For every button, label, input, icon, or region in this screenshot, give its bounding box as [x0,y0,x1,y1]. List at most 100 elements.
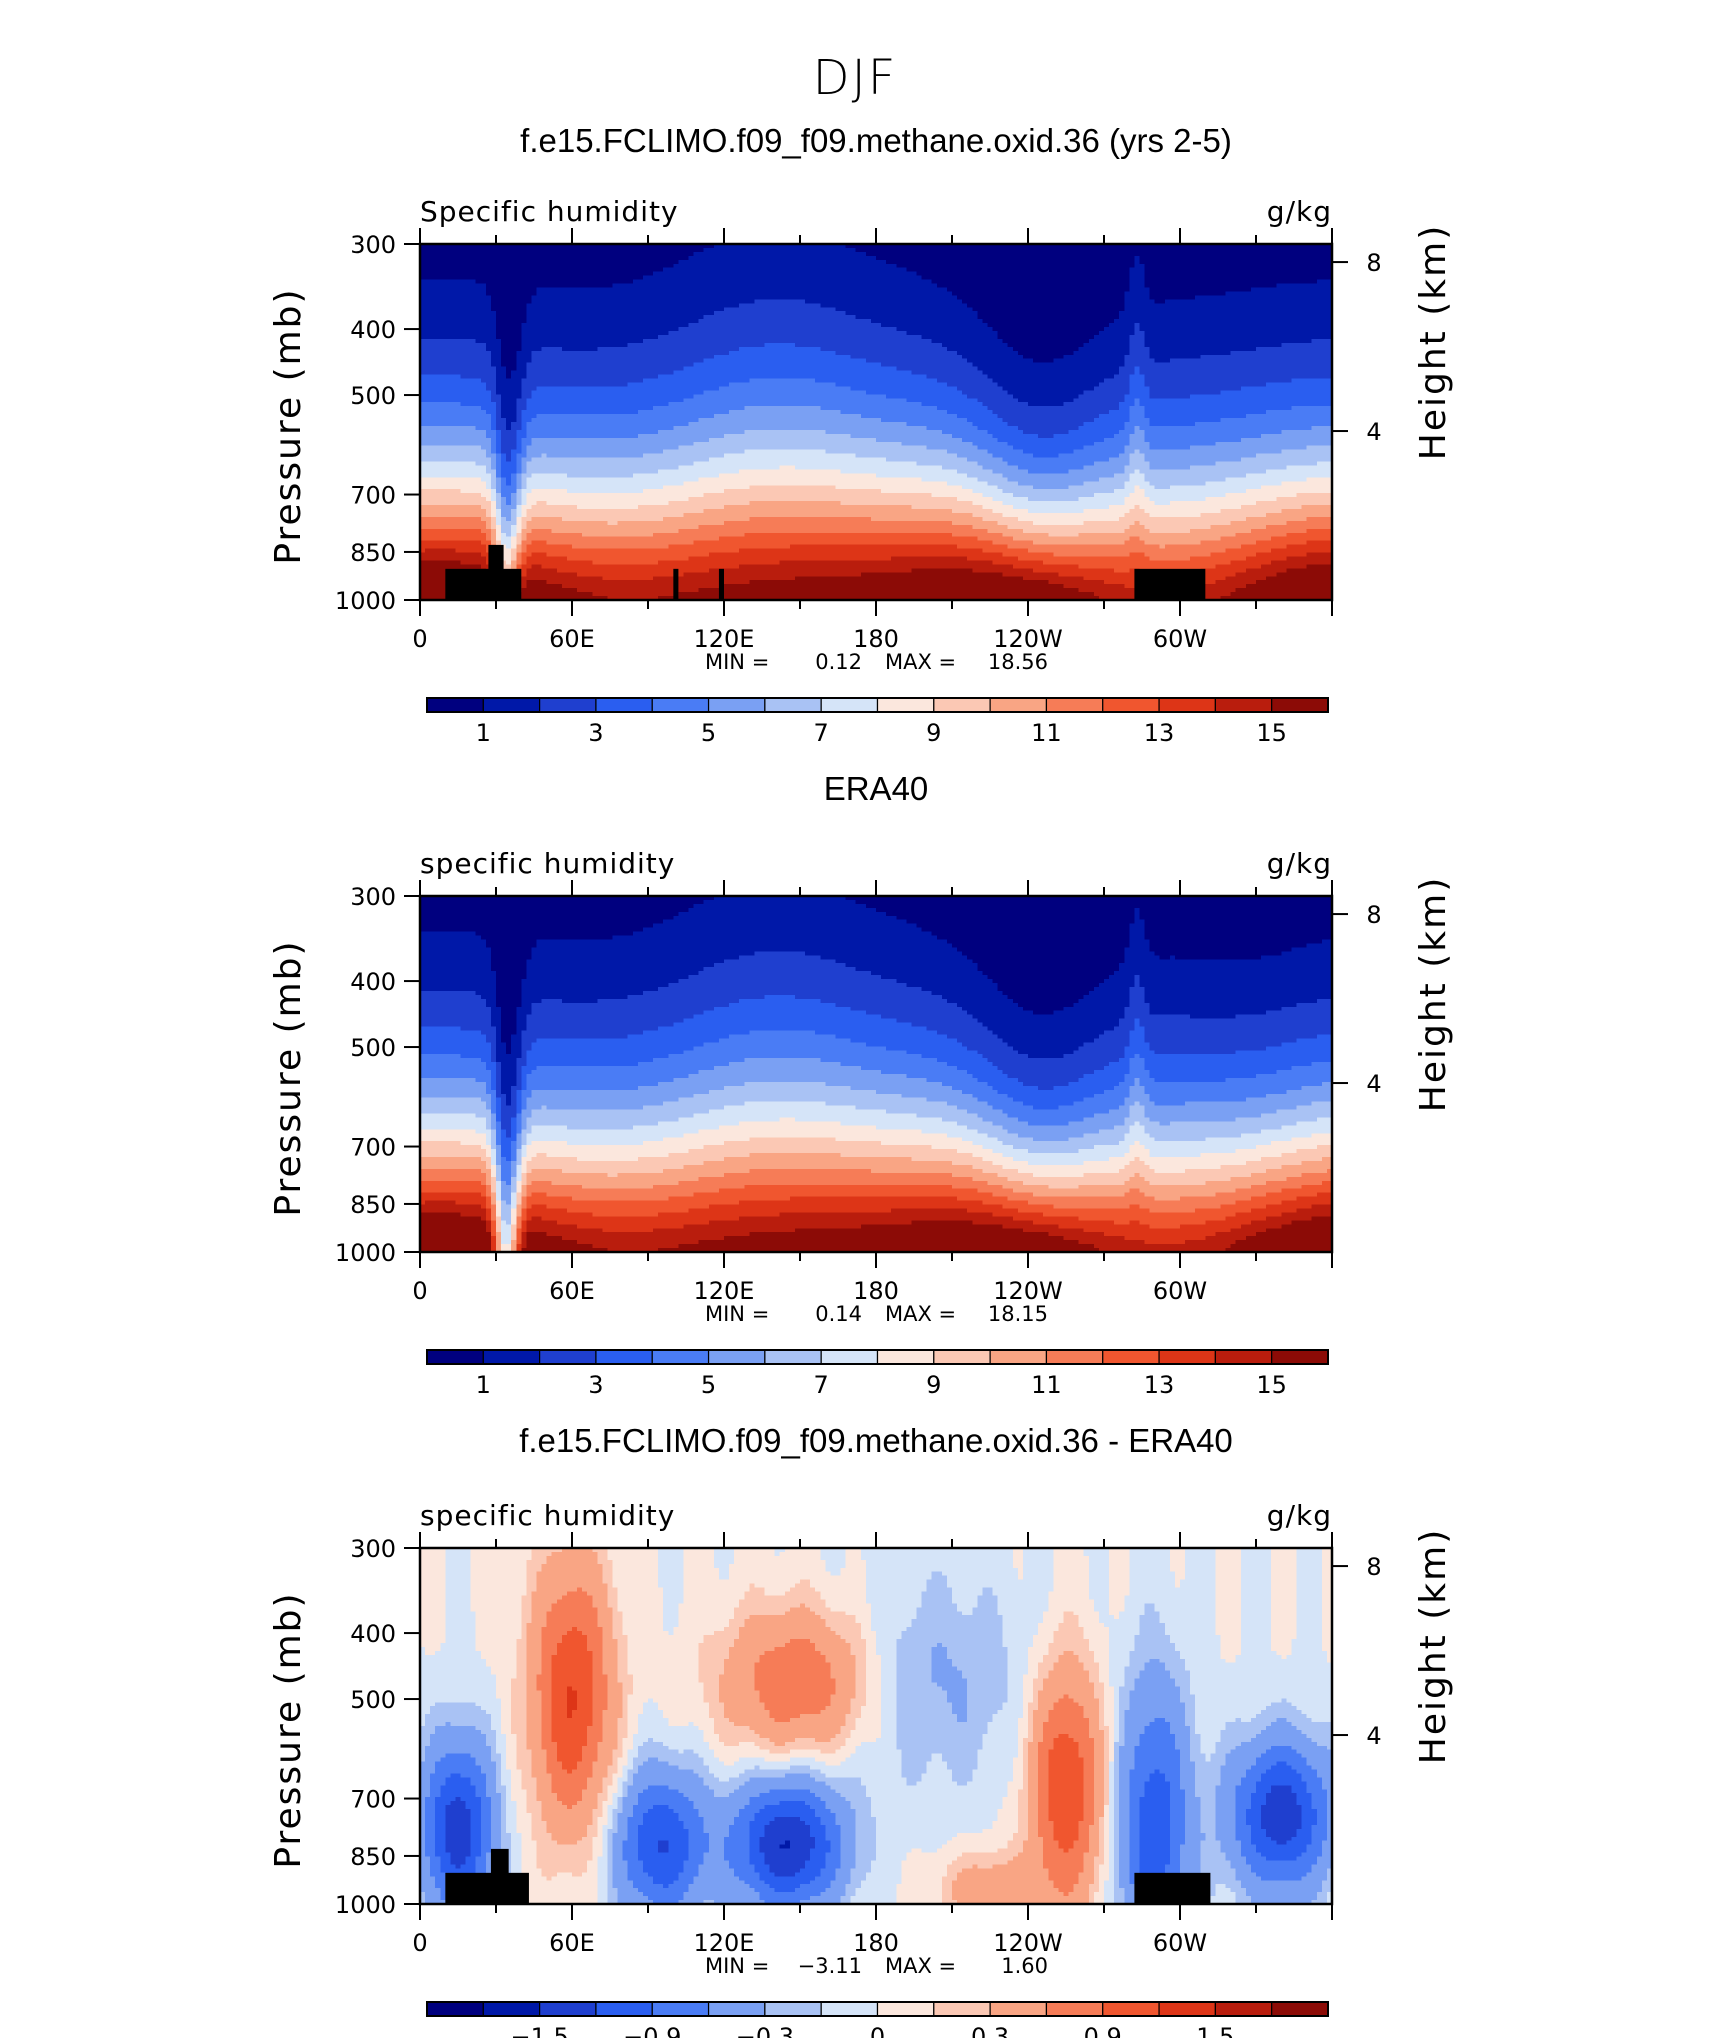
height-tick-label: 4 [1366,418,1381,446]
topography-mask [1134,1872,1211,1904]
pressure-tick-label: 500 [350,382,396,410]
colorbar-swatch [539,2001,597,2017]
pressure-tick-label: 300 [350,1535,396,1563]
x-tick-label: 60W [1153,1929,1207,1957]
colorbar-swatch [595,1349,653,1365]
x-tick-label: 180 [853,625,899,653]
colorbar-swatch [820,1349,879,1365]
colorbar-label: 13 [1144,1371,1175,1399]
min-value: −3.11 [798,1954,862,1978]
colorbar-swatch [595,697,653,713]
topography-mask [490,1848,509,1904]
colorbar: −1.5 −0.9 −0.3 0 0.3 0.9 1.5 [426,2001,1329,2038]
pressure-tick-label: 700 [350,1134,396,1162]
y-axis-title-left: Pressure (mb) [268,287,309,564]
max-label: MAX = [885,1302,956,1326]
y-axis-title-right: Height (km) [1413,224,1454,460]
x-tick-label: 120W [993,625,1063,653]
topography-mask [718,568,724,600]
x-tick-label: 0 [412,625,427,653]
colorbar-label: −0.3 [736,2023,794,2038]
height-tick-label: 8 [1366,1553,1381,1581]
contour-field [420,244,1332,600]
pressure-tick-label: 500 [350,1034,396,1062]
colorbar-swatch [651,697,710,713]
colorbar-label: 15 [1256,719,1287,747]
colorbar-swatch [933,1349,991,1365]
colorbar-swatch [1271,697,1329,713]
topography-mask [445,1872,529,1904]
colorbar-swatch [426,1349,484,1365]
topography-mask [445,568,522,600]
colorbar-swatch [1158,1349,1216,1365]
height-tick-label: 4 [1366,1070,1381,1098]
colorbar-swatch [1045,1349,1104,1365]
colorbar-swatch [1214,2001,1273,2017]
pressure-tick-label: 700 [350,1786,396,1814]
colorbar-swatch [1271,2001,1329,2017]
colorbar-swatch [989,2001,1048,2017]
colorbar-label: 5 [701,719,716,747]
panel-title: ERA40 [824,770,929,807]
colorbar-label: 0 [870,2023,885,2038]
colorbar-swatch [707,2001,766,2017]
colorbar-label: 3 [588,1371,603,1399]
max-value: 1.60 [1001,1954,1048,1978]
max-value: 18.15 [988,1302,1048,1326]
colorbar-swatch [764,2001,822,2017]
max-value: 18.56 [988,650,1048,674]
colorbar-swatch [1102,1349,1160,1365]
max-label: MAX = [885,650,956,674]
y-axis-title-left: Pressure (mb) [268,1591,309,1868]
topography-mask [1134,568,1206,600]
colorbar-swatch [482,2001,541,2017]
pressure-tick-label: 400 [350,316,396,344]
min-label: MIN = [705,650,769,674]
colorbar-swatch [820,2001,879,2017]
colorbar-swatch [764,697,822,713]
colorbar-swatch [933,697,991,713]
colorbar-label: 7 [814,1371,829,1399]
colorbar-swatch [651,2001,710,2017]
colorbar-label: −0.9 [623,2023,681,2038]
colorbar-label: 0.3 [971,2023,1009,2038]
colorbar-label: 7 [814,719,829,747]
colorbar-swatch [539,1349,597,1365]
x-tick-label: 0 [412,1929,427,1957]
min-value: 0.12 [815,650,862,674]
min-value: 0.14 [815,1302,862,1326]
pressure-tick-label: 700 [350,482,396,510]
y-axis-title-right: Height (km) [1413,1528,1454,1764]
x-tick-label: 120E [694,625,755,653]
colorbar-swatch [707,697,766,713]
x-tick-label: 60E [549,1929,595,1957]
colorbar: 1 3 5 7 9 11 13 15 [426,1349,1329,1399]
variable-label: specific humidity [420,847,675,880]
x-tick-label: 120E [694,1929,755,1957]
colorbar-swatch [482,697,541,713]
colorbar-label: 1.5 [1196,2023,1234,2038]
colorbar-swatch [1102,697,1160,713]
contour-field [420,896,1332,1252]
colorbar-swatch [1158,697,1216,713]
units-label: g/kg [1267,847,1332,880]
x-tick-label: 60W [1153,1277,1207,1305]
colorbar: 1 3 5 7 9 11 13 15 [426,697,1329,747]
colorbar-swatch [1271,1349,1329,1365]
colorbar-swatch [595,2001,653,2017]
pressure-tick-label: 1000 [335,1891,396,1919]
y-axis-title-left: Pressure (mb) [268,939,309,1216]
figure-title: DJF [813,50,898,106]
colorbar-swatch [989,697,1048,713]
variable-label: specific humidity [420,1499,675,1532]
pressure-tick-label: 300 [350,883,396,911]
colorbar-label: 1 [476,1371,491,1399]
colorbar-swatch [1214,1349,1273,1365]
x-tick-label: 60E [549,625,595,653]
pressure-tick-label: 1000 [335,587,396,615]
colorbar-label: 9 [926,1371,941,1399]
max-label: MAX = [885,1954,956,1978]
colorbar-swatch [651,1349,710,1365]
colorbar-swatch [876,1349,935,1365]
